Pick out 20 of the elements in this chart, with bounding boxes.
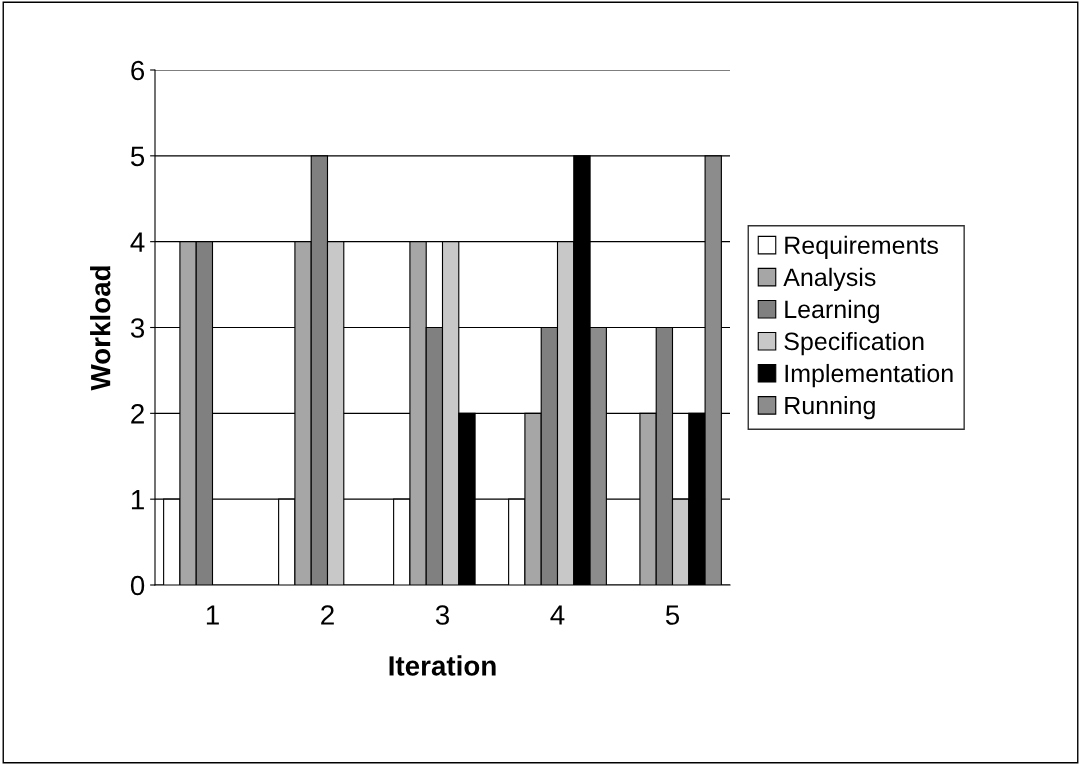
- y-tick-label: 5: [130, 146, 145, 167]
- x-tick-label: 3: [435, 605, 449, 625]
- y-tick-label: 0: [130, 575, 145, 596]
- x-tick-label: 5: [665, 605, 680, 625]
- y-tick-label: 2: [131, 404, 144, 424]
- legend-label: Learning: [785, 299, 879, 324]
- x-tick-label: 1: [206, 605, 219, 625]
- legend-label: Implementation: [785, 363, 953, 388]
- y-tick-label: 3: [130, 318, 145, 338]
- legend-label: Requirements: [785, 235, 938, 260]
- y-axis-title: Workload: [90, 266, 111, 391]
- legend-label: Analysis: [783, 267, 876, 292]
- legend-label: Specification: [784, 331, 924, 356]
- y-tick-label: 4: [130, 232, 145, 252]
- y-tick-label: 6: [131, 60, 145, 81]
- x-tick-label: 4: [550, 605, 565, 625]
- x-axis-title: Iteration: [389, 655, 496, 676]
- x-tick-label: 2: [321, 605, 334, 625]
- legend-label: Running: [785, 395, 875, 420]
- y-tick-label: 1: [131, 490, 144, 510]
